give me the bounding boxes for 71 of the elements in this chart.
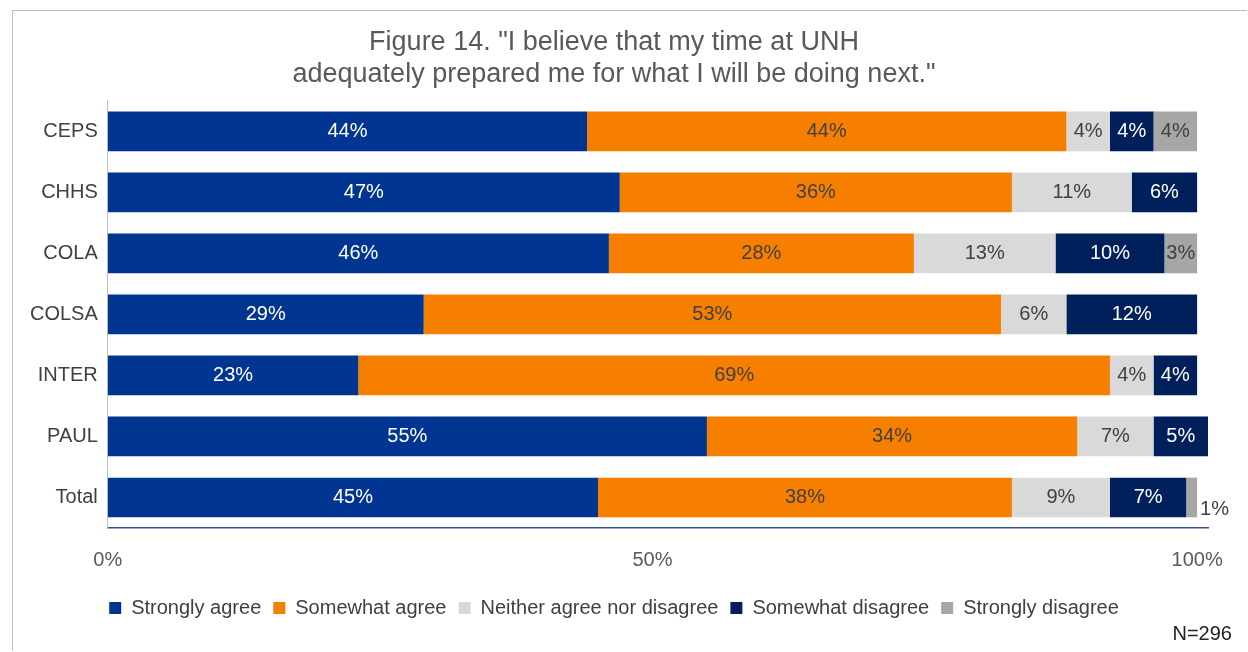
data-label: 38% bbox=[784, 485, 826, 507]
bar bbox=[1186, 477, 1198, 518]
data-label: 28% bbox=[741, 240, 782, 263]
chart-title: Figure 14. "I believe that my time at UNH adequately prepared me for what I will be doing next." bbox=[292, 25, 936, 89]
bar bbox=[107, 233, 609, 274]
data-label: 6% bbox=[1149, 179, 1180, 202]
data-label: 4% bbox=[1160, 118, 1190, 141]
data-label: 45% bbox=[332, 485, 374, 507]
data-label: 29% bbox=[245, 301, 286, 324]
bar bbox=[423, 294, 1002, 335]
data-label: 6% bbox=[1019, 301, 1049, 324]
y-tick-label: CEPS bbox=[43, 118, 98, 141]
x-tick-label: 100% bbox=[1171, 547, 1223, 570]
bar bbox=[107, 416, 707, 457]
data-label: 55% bbox=[387, 423, 428, 446]
bar bbox=[1011, 477, 1110, 518]
text: N=296 bbox=[1172, 622, 1232, 645]
y-tick-label: CHHS bbox=[41, 179, 98, 202]
legend-label: Strongly agree bbox=[131, 595, 262, 618]
bar bbox=[608, 233, 914, 274]
bar bbox=[619, 172, 1012, 213]
bar bbox=[913, 233, 1056, 274]
data-label: 69% bbox=[714, 362, 755, 385]
data-label: 3% bbox=[1166, 240, 1196, 263]
data-label: 7% bbox=[1133, 485, 1163, 507]
data-label: 13% bbox=[964, 240, 1005, 263]
bar bbox=[358, 355, 1110, 396]
legend-label: Somewhat disagree bbox=[752, 595, 930, 618]
legend-label: Strongly disagree bbox=[963, 595, 1119, 618]
data-label: 44% bbox=[806, 118, 847, 141]
data-label: 1% bbox=[1200, 497, 1230, 519]
y-tick-label: INTER bbox=[37, 362, 98, 385]
data-label: 7% bbox=[1100, 423, 1131, 446]
bar bbox=[1109, 477, 1187, 518]
data-label: 44% bbox=[327, 118, 368, 141]
legend-label: Somewhat agree bbox=[295, 595, 447, 618]
data-label: 23% bbox=[213, 362, 254, 385]
data-label: 12% bbox=[1111, 301, 1152, 324]
data-label: 46% bbox=[338, 240, 379, 263]
data-label: 4% bbox=[1073, 118, 1103, 141]
data-label: 11% bbox=[1052, 179, 1092, 202]
data-label: 53% bbox=[692, 301, 733, 324]
bar bbox=[107, 355, 359, 396]
y-tick-label: PAUL bbox=[47, 423, 98, 446]
bar bbox=[107, 294, 424, 335]
bar bbox=[587, 111, 1067, 152]
bar bbox=[597, 477, 1012, 518]
bar bbox=[107, 111, 588, 152]
bar bbox=[1109, 111, 1154, 152]
data-label: 4% bbox=[1117, 118, 1147, 141]
x-tick-label: 50% bbox=[632, 547, 673, 570]
data-label: 9% bbox=[1046, 485, 1076, 507]
bar bbox=[1066, 294, 1198, 335]
bar bbox=[107, 172, 620, 213]
data-label: 36% bbox=[795, 179, 837, 202]
bar bbox=[1011, 172, 1132, 213]
bar bbox=[1055, 233, 1165, 274]
x-tick-label: 0% bbox=[93, 547, 123, 570]
bar bbox=[706, 416, 1078, 457]
legend-label: Neither agree nor disagree bbox=[480, 595, 719, 618]
data-label: 34% bbox=[872, 423, 913, 446]
data-label: 10% bbox=[1089, 240, 1131, 263]
data-label: 4% bbox=[1117, 362, 1147, 385]
data-label: 4% bbox=[1160, 362, 1190, 385]
y-tick-label: COLA bbox=[43, 240, 99, 263]
y-tick-label: Total bbox=[55, 485, 98, 507]
bar bbox=[107, 477, 598, 518]
data-label: 47% bbox=[343, 179, 385, 202]
data-label: 5% bbox=[1166, 423, 1196, 446]
bar bbox=[1077, 416, 1154, 457]
y-tick-label: COLSA bbox=[29, 301, 99, 324]
